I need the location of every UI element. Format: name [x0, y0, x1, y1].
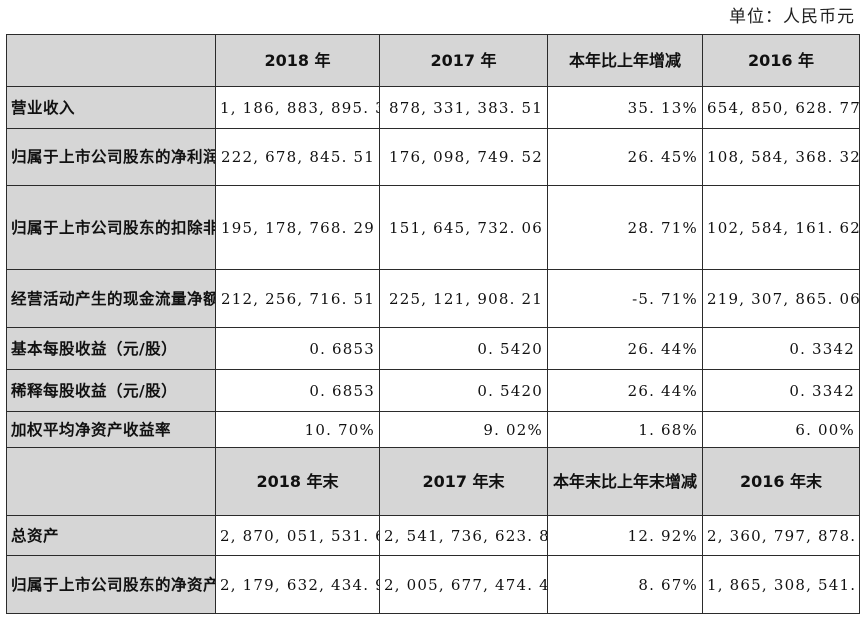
- cell-change: 8. 67%: [547, 555, 703, 614]
- financial-summary-table: 2018 年 2017 年 本年比上年增减 2016 年 营业收入 1, 186…: [6, 34, 860, 614]
- row-label-weighted-roe: 加权平均净资产收益率: [6, 411, 216, 448]
- header-2018: 2018 年: [215, 34, 380, 87]
- cell-2016: 654, 850, 628. 77: [702, 86, 860, 129]
- row-label-basic-eps: 基本每股收益（元/股）: [6, 327, 216, 370]
- header-row-year-end: 2018 年末 2017 年末 本年末比上年末增减 2016 年末: [6, 447, 860, 516]
- cell-2016: 0. 3342: [702, 327, 860, 370]
- table-row: 基本每股收益（元/股） 0. 6853 0. 5420 26. 44% 0. 3…: [6, 327, 860, 370]
- cell-change: 12. 92%: [547, 515, 703, 556]
- cell-2017: 2, 541, 736, 623. 88: [379, 515, 548, 556]
- cell-2016: 1, 865, 308, 541. 73: [702, 555, 860, 614]
- header-2016-year-end: 2016 年末: [702, 447, 860, 516]
- cell-change: 26. 45%: [547, 128, 703, 186]
- row-label-net-profit-excl-nonrecurring: 归属于上市公司股东的扣除非经常性损益的净利润: [6, 185, 216, 270]
- header-change: 本年比上年增减: [547, 34, 703, 87]
- cell-2017: 9. 02%: [379, 411, 548, 448]
- cell-change: -5. 71%: [547, 269, 703, 328]
- row-label-total-assets: 总资产: [6, 515, 216, 556]
- cell-change: 26. 44%: [547, 369, 703, 412]
- cell-2017: 176, 098, 749. 52: [379, 128, 548, 186]
- cell-2018: 10. 70%: [215, 411, 380, 448]
- cell-2018: 0. 6853: [215, 327, 380, 370]
- cell-2017: 0. 5420: [379, 327, 548, 370]
- cell-2018: 2, 179, 632, 434. 90: [215, 555, 380, 614]
- header-2017: 2017 年: [379, 34, 548, 87]
- row-label-net-profit: 归属于上市公司股东的净利润: [6, 128, 216, 186]
- row-label-revenue: 营业收入: [6, 86, 216, 129]
- table-row: 稀释每股收益（元/股） 0. 6853 0. 5420 26. 44% 0. 3…: [6, 369, 860, 412]
- unit-label: 单位：人民币元: [729, 7, 855, 27]
- header-row-annual: 2018 年 2017 年 本年比上年增减 2016 年: [6, 34, 860, 87]
- cell-2016: 102, 584, 161. 62: [702, 185, 860, 270]
- header-2017-year-end: 2017 年末: [379, 447, 548, 516]
- row-label-operating-cash-flow: 经营活动产生的现金流量净额: [6, 269, 216, 328]
- cell-2017: 2, 005, 677, 474. 49: [379, 555, 548, 614]
- table-row: 总资产 2, 870, 051, 531. 68 2, 541, 736, 62…: [6, 515, 860, 556]
- cell-2016: 2, 360, 797, 878. 39: [702, 515, 860, 556]
- cell-2018: 222, 678, 845. 51: [215, 128, 380, 186]
- table-row: 归属于上市公司股东的净利润 222, 678, 845. 51 176, 098…: [6, 128, 860, 186]
- cell-2017: 225, 121, 908. 21: [379, 269, 548, 328]
- header-change-year-end: 本年末比上年末增减: [547, 447, 703, 516]
- header-corner-cell: [6, 34, 216, 87]
- cell-2016: 108, 584, 368. 32: [702, 128, 860, 186]
- cell-change: 1. 68%: [547, 411, 703, 448]
- cell-2016: 0. 3342: [702, 369, 860, 412]
- cell-2018: 1, 186, 883, 895. 39: [215, 86, 380, 129]
- cell-2018: 2, 870, 051, 531. 68: [215, 515, 380, 556]
- header-2018-year-end: 2018 年末: [215, 447, 380, 516]
- row-label-net-assets: 归属于上市公司股东的净资产: [6, 555, 216, 614]
- cell-change: 26. 44%: [547, 327, 703, 370]
- table-row: 营业收入 1, 186, 883, 895. 39 878, 331, 383.…: [6, 86, 860, 129]
- cell-2016: 6. 00%: [702, 411, 860, 448]
- table-row: 归属于上市公司股东的扣除非经常性损益的净利润 195, 178, 768. 29…: [6, 185, 860, 270]
- table-row: 加权平均净资产收益率 10. 70% 9. 02% 1. 68% 6. 00%: [6, 411, 860, 448]
- header-2016: 2016 年: [702, 34, 860, 87]
- header-corner-cell: [6, 447, 216, 516]
- cell-2018: 212, 256, 716. 51: [215, 269, 380, 328]
- table-row: 经营活动产生的现金流量净额 212, 256, 716. 51 225, 121…: [6, 269, 860, 328]
- cell-2017: 151, 645, 732. 06: [379, 185, 548, 270]
- cell-2018: 195, 178, 768. 29: [215, 185, 380, 270]
- cell-2016: 219, 307, 865. 06: [702, 269, 860, 328]
- cell-change: 28. 71%: [547, 185, 703, 270]
- row-label-diluted-eps: 稀释每股收益（元/股）: [6, 369, 216, 412]
- cell-2018: 0. 6853: [215, 369, 380, 412]
- cell-change: 35. 13%: [547, 86, 703, 129]
- cell-2017: 0. 5420: [379, 369, 548, 412]
- cell-2017: 878, 331, 383. 51: [379, 86, 548, 129]
- table-row: 归属于上市公司股东的净资产 2, 179, 632, 434. 90 2, 00…: [6, 555, 860, 614]
